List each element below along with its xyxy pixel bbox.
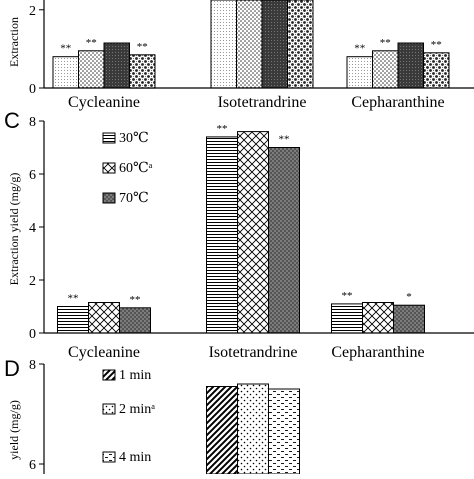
bar [331,303,363,334]
bar [78,50,105,89]
y-tick-label: 2 [29,274,36,289]
bar [206,386,238,475]
legend-swatch [102,369,116,381]
y-tick-label: 0 [29,82,36,97]
bar [88,302,120,334]
bar [397,42,424,89]
y-tick-label: 6 [29,458,36,473]
significance-label: ** [354,43,365,55]
legend-label: 30℃ [119,131,149,146]
legend-label: 60℃ᵃ [119,161,153,176]
category-label: Isotetrandrine [218,94,307,111]
bar [393,304,425,334]
bar [423,52,450,89]
category-label: Cycleanine [68,344,140,361]
bar [210,0,237,89]
bar [119,307,151,334]
legend-label: 70℃ [119,191,149,206]
y-tick-label: 8 [29,358,36,373]
legend-swatch [102,403,116,415]
significance-label: ** [380,37,391,49]
bar [206,136,238,334]
panel-letter: C [4,108,20,133]
y-tick-label: 8 [29,115,36,130]
significance-label: ** [431,39,442,51]
significance-label: ** [342,290,353,302]
legend-label: 1 min [119,368,151,383]
bar [103,42,130,89]
legend-swatch [102,192,116,204]
significance-label: ** [137,41,148,53]
significance-label: ** [68,293,79,305]
bar [346,56,373,89]
panel-letter: D [4,356,20,381]
y-axis-label: Extraction yield (mg/g) [7,173,21,286]
bar [287,0,314,89]
category-label: Cycleanine [68,94,140,111]
bar [268,147,300,334]
y-axis-label: yield (mg/g) [7,400,21,460]
legend-swatch [102,451,116,463]
bar [57,306,89,334]
bar [362,302,394,334]
significance-label: ** [86,37,97,49]
y-tick-label: 0 [29,327,36,342]
bar [237,383,269,475]
significance-label: ** [217,123,228,135]
significance-label: ** [130,294,141,306]
bar [261,0,288,89]
legend-label: 2 minᵃ [119,402,155,417]
y-tick-label: 4 [29,221,36,236]
legend-label: 4 min [119,450,151,465]
category-label: Cepharanthine [351,94,444,111]
bar [236,0,263,89]
legend-swatch [102,162,116,174]
significance-label: ** [60,43,71,55]
bar [237,131,269,334]
y-axis-label: Extraction [7,17,21,67]
category-label: Cepharanthine [331,344,424,361]
significance-label: * [406,291,412,303]
bar [372,50,399,89]
bar [268,388,300,475]
bar [129,54,156,89]
significance-label: ** [279,134,290,146]
y-tick-label: 6 [29,168,36,183]
bar [52,56,79,89]
category-label: Isotetrandrine [209,344,298,361]
legend-swatch [102,132,116,144]
y-tick-label: 2 [29,4,36,19]
